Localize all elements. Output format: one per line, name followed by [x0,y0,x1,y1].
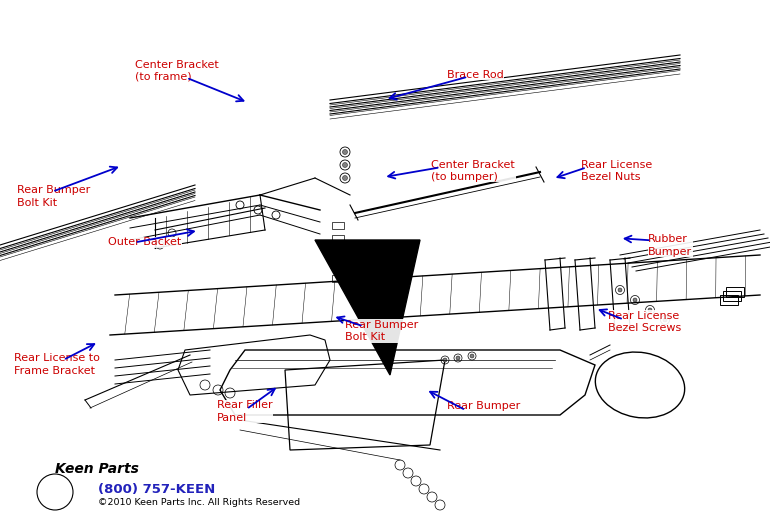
Circle shape [456,356,460,360]
Text: Rear Bumper
Bolt Kit: Rear Bumper Bolt Kit [345,320,418,342]
Text: Outer Backet: Outer Backet [108,237,181,247]
Circle shape [343,176,347,180]
Polygon shape [315,240,420,375]
Circle shape [343,163,347,167]
Text: Rear License
Bezel Nuts: Rear License Bezel Nuts [581,160,653,182]
Text: Rear Filler
Panel: Rear Filler Panel [217,400,273,423]
Text: Keen Parts: Keen Parts [55,462,139,476]
Text: Rear License
Bezel Screws: Rear License Bezel Screws [608,311,681,333]
Text: Rear License to
Frame Bracket: Rear License to Frame Bracket [14,353,100,376]
Circle shape [618,288,622,292]
Text: Rear Bumper: Rear Bumper [447,401,520,411]
Text: Rear Bumper
Bolt Kit: Rear Bumper Bolt Kit [17,185,90,208]
Circle shape [633,298,637,302]
Circle shape [663,318,667,322]
Text: Brace Rod: Brace Rod [447,70,504,80]
Text: Rubber
Bumper: Rubber Bumper [648,234,692,256]
Text: ©2010 Keen Parts Inc. All Rights Reserved: ©2010 Keen Parts Inc. All Rights Reserve… [98,498,300,507]
Text: (800) 757-KEEN: (800) 757-KEEN [98,483,216,496]
Circle shape [470,354,474,358]
Circle shape [343,150,347,154]
Text: Center Bracket
(to bumper): Center Bracket (to bumper) [431,160,515,182]
Circle shape [648,308,652,312]
Text: Center Bracket
(to frame): Center Bracket (to frame) [135,60,219,82]
Circle shape [443,358,447,362]
